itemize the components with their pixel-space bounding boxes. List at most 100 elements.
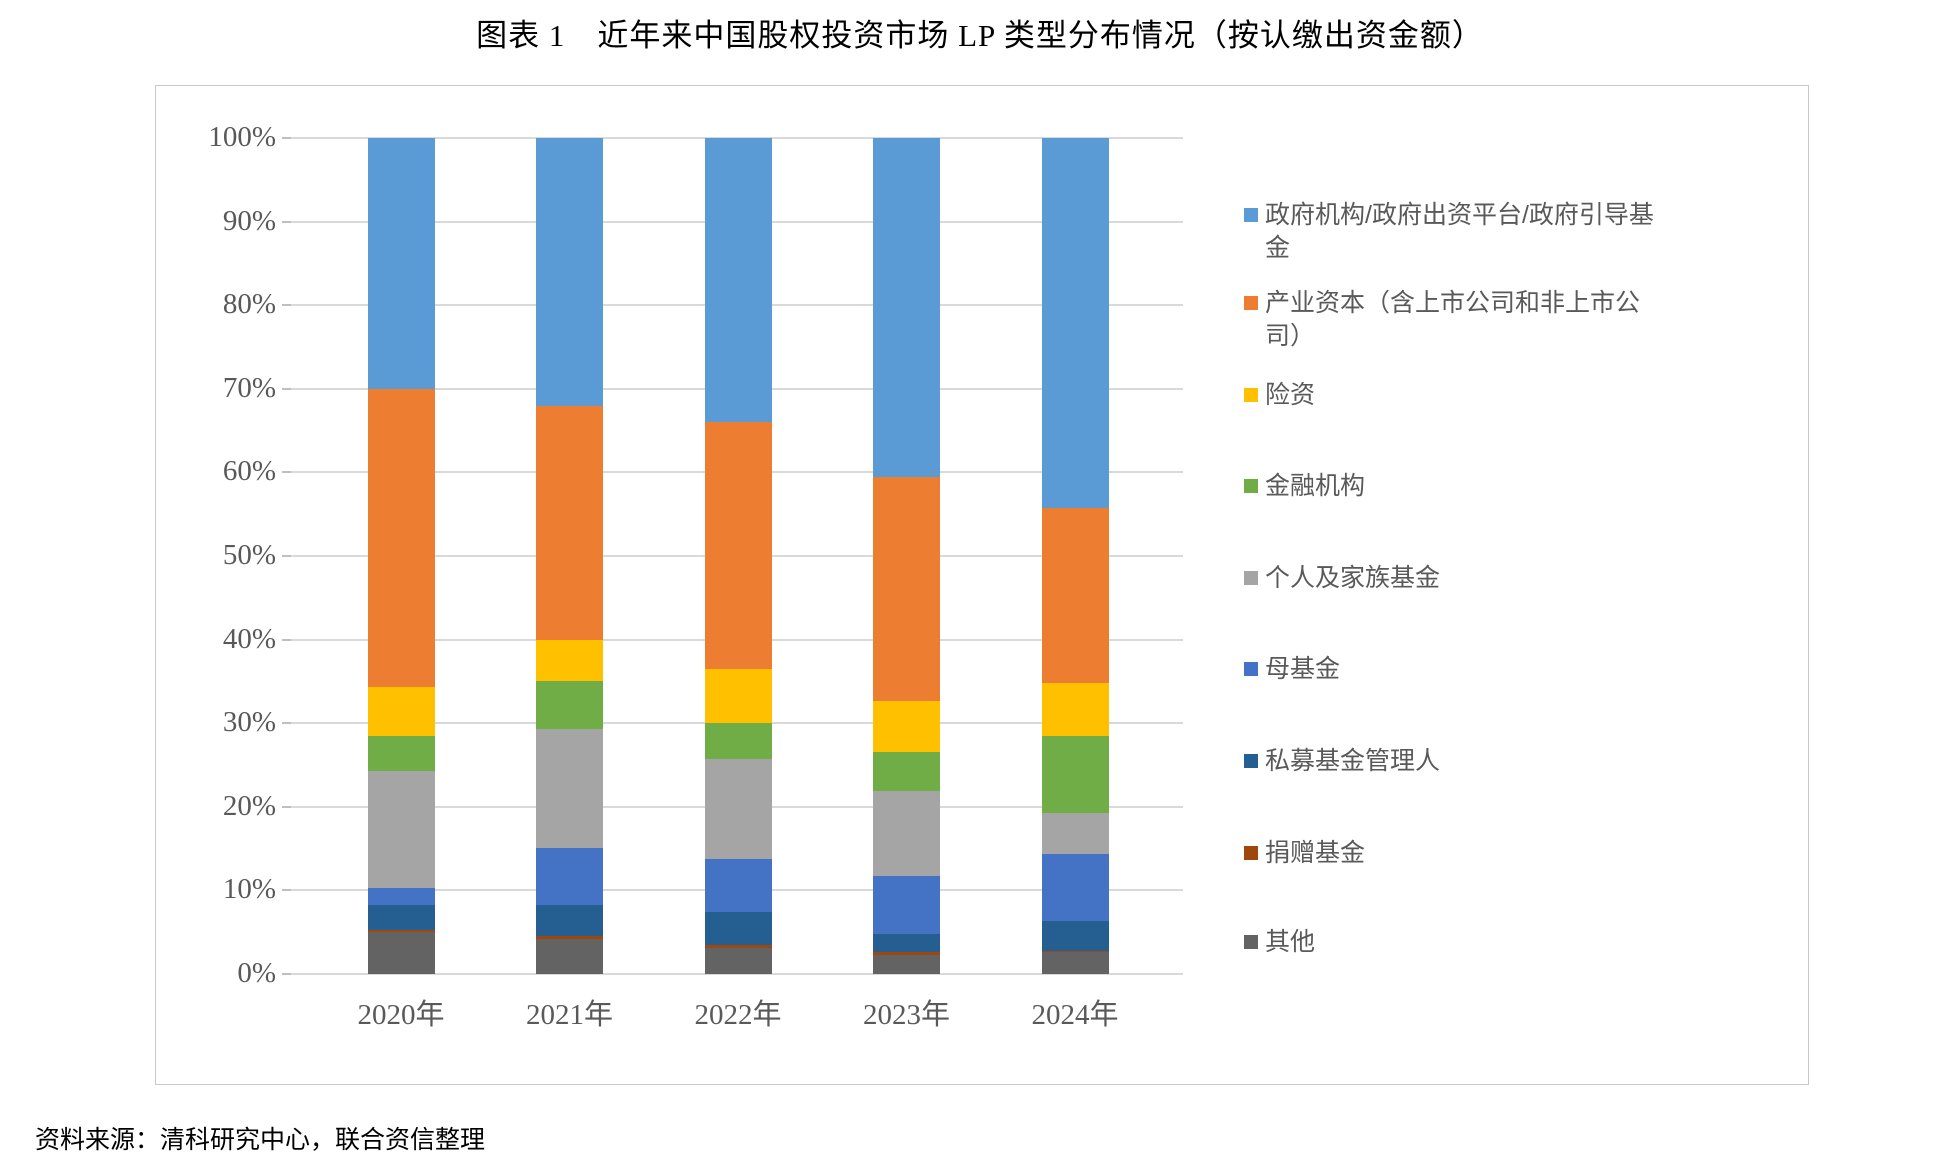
bar-segment-2020年-私募基金管理人 [367, 905, 435, 930]
legend-item-私募基金管理人: 私募基金管理人 [1244, 745, 1440, 778]
bar-segment-2023年-产业资本（含上市公司和非上市公司） [873, 477, 940, 702]
y-axis-tick [282, 973, 291, 975]
y-axis-label-70%: 70% [222, 371, 276, 404]
y-axis-label-50%: 50% [222, 539, 276, 571]
bar-segment-2023年-捐赠基金 [873, 952, 940, 955]
bar-segment-2020年-捐赠基金 [367, 929, 435, 933]
bar-segment-2022年-捐赠基金 [704, 944, 772, 949]
legend-item-险资: 险资 [1244, 379, 1315, 412]
legend-item-捐赠基金: 捐赠基金 [1244, 837, 1365, 870]
bar-segment-2023年-金融机构 [873, 751, 940, 791]
bar-segment-2022年-私募基金管理人 [704, 912, 772, 945]
bar-segment-2022年-个人及家族基金 [704, 759, 772, 860]
bar-segment-2021年-产业资本（含上市公司和非上市公司） [536, 405, 603, 640]
bar-2020年 [367, 138, 435, 974]
y-axis-label-80%: 80% [222, 288, 276, 321]
bar-segment-2024年-个人及家族基金 [1041, 812, 1109, 855]
bar-segment-2021年-私募基金管理人 [536, 905, 603, 936]
bar-segment-2023年-个人及家族基金 [873, 790, 940, 877]
bar-2022年 [704, 138, 772, 974]
bar-segment-2022年-险资 [704, 668, 772, 724]
legend-label: 政府机构/政府出资平台/政府引导基 金 [1265, 201, 1654, 262]
y-axis-tick [282, 889, 291, 892]
bar-segment-2020年-产业资本（含上市公司和非上市公司） [367, 388, 435, 688]
legend-label: 捐赠基金 [1265, 839, 1366, 867]
y-axis-label-60%: 60% [222, 455, 276, 488]
y-axis-label-100%: 100% [208, 121, 276, 153]
y-axis-tick [282, 137, 291, 139]
bar-segment-2021年-其他 [536, 938, 603, 974]
bar-segment-2021年-金融机构 [536, 681, 603, 730]
y-axis-tick [282, 638, 291, 641]
legend-item-个人及家族基金: 个人及家族基金 [1244, 562, 1440, 595]
bar-segment-2020年-政府机构/政府出资平台/政府引导基金 [367, 138, 435, 389]
legend-marker-icon [1244, 388, 1258, 402]
bar-segment-2021年-个人及家族基金 [536, 729, 603, 848]
bar-segment-2024年-母基金 [1041, 854, 1109, 921]
bar-segment-2020年-母基金 [367, 887, 435, 906]
bar-2024年 [1041, 138, 1109, 974]
y-axis-tick [282, 805, 291, 808]
chart-title: 图表 1 近年来中国股权投资市场 LP 类型分布情况（按认缴出资金额） [476, 18, 1484, 53]
x-axis-label-2022年: 2022年 [694, 999, 782, 1031]
bar-segment-2024年-其他 [1041, 952, 1109, 974]
bar-segment-2020年-险资 [367, 687, 435, 736]
legend-marker-icon [1244, 846, 1258, 860]
legend-marker-icon [1244, 479, 1258, 493]
legend-item-其他: 其他 [1244, 926, 1315, 959]
y-axis-tick [282, 555, 291, 557]
legend-label: 产业资本（含上市公司和非上市公 司） [1265, 289, 1641, 350]
legend-label: 金融机构 [1265, 472, 1366, 500]
chart-area: 政府机构/政府出资平台/政府引导基 金产业资本（含上市公司和非上市公 司） 险资金… [155, 85, 1809, 1085]
bar-segment-2024年-捐赠基金 [1041, 951, 1109, 953]
y-axis-label-0%: 0% [237, 957, 276, 989]
bar-segment-2023年-母基金 [873, 876, 940, 934]
x-axis-label-2024年: 2024年 [1031, 999, 1119, 1031]
gridline-0% [291, 973, 1183, 975]
bar-segment-2024年-政府机构/政府出资平台/政府引导基金 [1041, 138, 1109, 509]
y-axis-label-40%: 40% [222, 622, 276, 655]
legend-label: 个人及家族基金 [1265, 564, 1441, 592]
bar-segment-2024年-险资 [1041, 683, 1109, 736]
legend-label: 母基金 [1265, 655, 1341, 683]
bar-segment-2022年-金融机构 [704, 723, 772, 760]
x-axis-label-2020年: 2020年 [357, 999, 445, 1031]
y-axis-tick [282, 220, 291, 223]
bar-segment-2020年-其他 [367, 932, 435, 974]
legend-label: 其他 [1265, 928, 1316, 956]
bar-segment-2022年-其他 [704, 948, 772, 974]
bar-2023年 [873, 138, 940, 974]
legend-item-金融机构: 金融机构 [1244, 470, 1365, 503]
y-axis-tick [282, 471, 291, 474]
legend-label: 私募基金管理人 [1265, 747, 1441, 775]
source-note: 资料来源：清科研究中心，联合资信整理 [35, 1127, 486, 1154]
bar-segment-2020年-个人及家族基金 [367, 770, 435, 888]
legend-marker-icon [1244, 296, 1258, 310]
gridline-100% [291, 137, 1183, 139]
legend-marker-icon [1244, 208, 1258, 222]
bar-segment-2023年-其他 [873, 954, 940, 974]
y-axis-label-20%: 20% [222, 789, 276, 822]
bar-segment-2021年-捐赠基金 [536, 935, 603, 939]
bar-segment-2024年-金融机构 [1041, 735, 1109, 813]
legend-marker-icon [1244, 935, 1258, 949]
legend-marker-icon [1244, 754, 1258, 768]
bar-segment-2023年-险资 [873, 701, 940, 752]
bar-segment-2020年-金融机构 [367, 735, 435, 771]
legend-item-母基金: 母基金 [1244, 653, 1340, 686]
x-axis-label-2023年: 2023年 [862, 999, 950, 1031]
bar-segment-2021年-政府机构/政府出资平台/政府引导基金 [536, 138, 603, 406]
bar-segment-2024年-私募基金管理人 [1041, 920, 1109, 952]
y-axis-tick [282, 387, 291, 390]
y-axis-tick [282, 722, 291, 725]
bar-segment-2022年-产业资本（含上市公司和非上市公司） [704, 422, 772, 669]
y-axis-label-30%: 30% [222, 706, 276, 739]
legend-item-政府机构/政府出资平台/政府引导基金: 政府机构/政府出资平台/政府引导基 金 [1244, 199, 1654, 265]
bar-segment-2024年-产业资本（含上市公司和非上市公司） [1041, 508, 1109, 684]
y-axis-label-90%: 90% [222, 204, 276, 237]
bar-segment-2022年-母基金 [704, 859, 772, 913]
x-axis-label-2021年: 2021年 [525, 999, 613, 1031]
bar-segment-2023年-私募基金管理人 [873, 933, 940, 953]
legend-label: 险资 [1265, 381, 1316, 409]
legend-marker-icon [1244, 571, 1258, 585]
